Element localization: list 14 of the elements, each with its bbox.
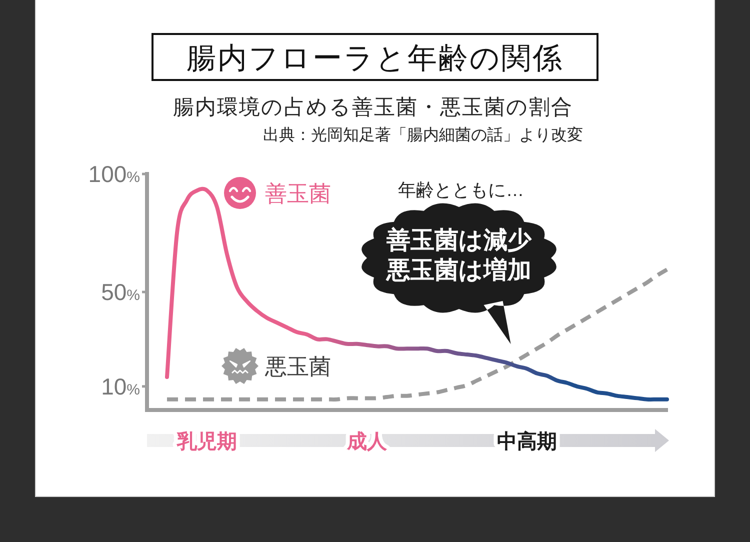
x-tick-label: 成人 <box>346 431 388 453</box>
legend-label: 悪玉菌 <box>264 354 331 379</box>
source-note: 出典：光岡知足著「腸内細菌の話」より改変 <box>263 126 583 144</box>
y-tick-label: 50% <box>101 279 140 305</box>
x-tick-label: 中高期 <box>497 430 557 453</box>
annotation: 善玉菌は減少 <box>386 226 532 254</box>
chart-subtitle: 腸内環境の占める善玉菌・悪玉菌の割合 <box>173 95 573 119</box>
y-tick-label: 100% <box>88 161 140 187</box>
chart-title: 腸内フローラと年齢の関係 <box>186 42 564 75</box>
y-tick-label: 10% <box>101 373 140 400</box>
annotation: 悪玉菌は増加 <box>386 256 532 284</box>
annotation: 年齢とともに… <box>398 180 524 200</box>
x-tick-label: 乳児期 <box>176 431 237 453</box>
text: 善玉菌 <box>265 181 331 206</box>
